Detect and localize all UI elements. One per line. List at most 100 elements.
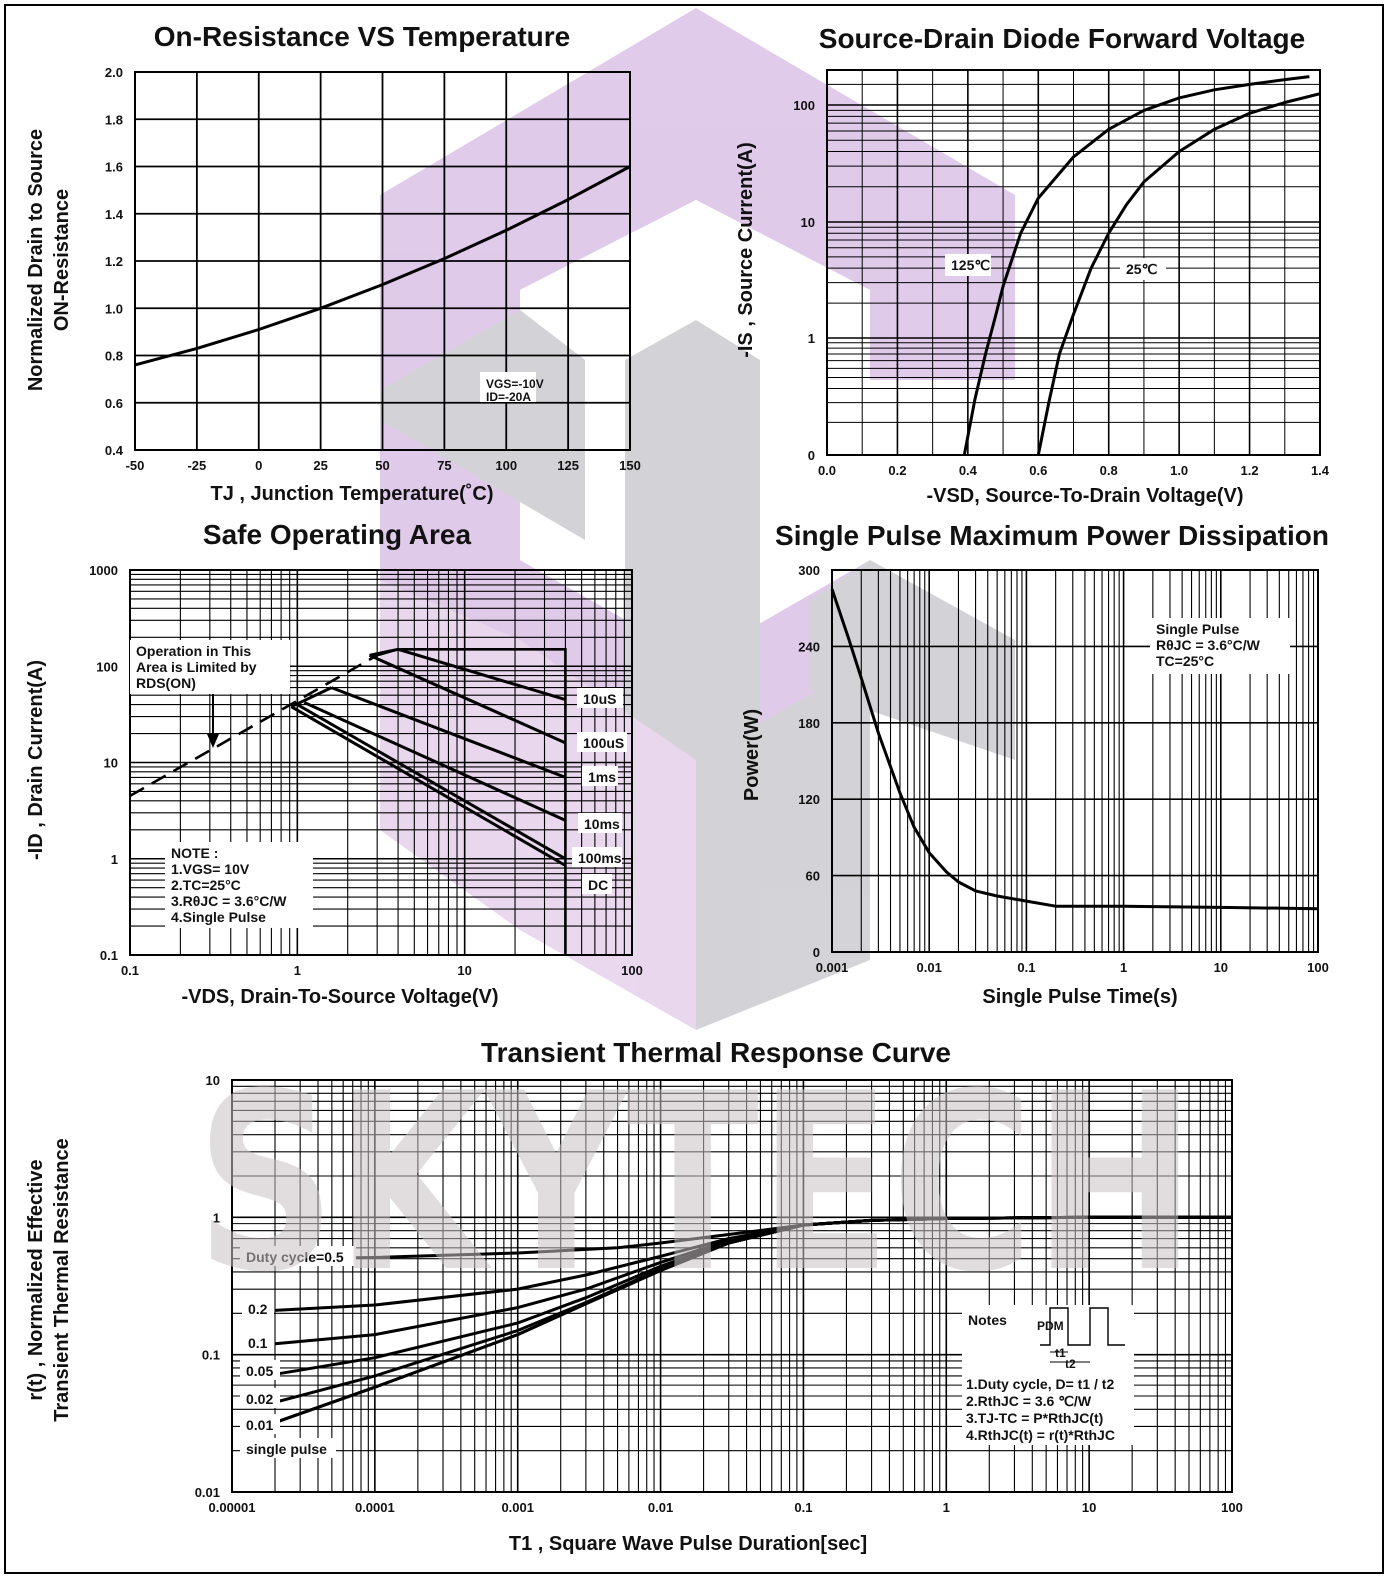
- rds-annotation-box: [130, 640, 290, 694]
- x-tick-label: 0.01: [917, 960, 942, 975]
- x-tick-label: 0.1: [794, 1500, 812, 1515]
- curve-125c: [962, 75, 1310, 455]
- y-tick-label: 1: [808, 331, 815, 346]
- soa-note-box: [165, 842, 313, 928]
- condition-label: ID=-20A: [486, 390, 531, 404]
- chart-power-dissipation: 0.001 0.01 0.1 1 10 100 0 60 120 180 240 300 Single …: [741, 520, 1329, 1008]
- y-tick-label: 120: [798, 792, 820, 807]
- power-annotation: TC=25°C: [1156, 653, 1214, 669]
- y-tick-label: 0.4: [105, 443, 124, 458]
- label-125c: 125℃: [951, 257, 990, 273]
- y-tick-label: 300: [798, 563, 820, 578]
- x-tick-label: 0.0: [818, 463, 836, 478]
- pdm-label: PDM: [1037, 1319, 1064, 1333]
- soa-note: 3.RθJC = 3.6°C/W: [171, 893, 287, 909]
- chart-transient-thermal: 0.00001 0.0001 0.001 0.01 0.1 1 10 100 0.01 0.1 1 1…: [25, 1037, 1243, 1555]
- plot-frame: [826, 69, 1321, 456]
- x-tick-label: 0.001: [816, 960, 849, 975]
- peak-connector: [369, 647, 399, 657]
- x-tick-label: 1.4: [1311, 463, 1330, 478]
- power-annotation-box: [1150, 618, 1290, 674]
- curve-25c: [1036, 92, 1320, 455]
- x-tick-label: 0.2: [888, 463, 906, 478]
- power-annotation: Single Pulse: [1156, 621, 1239, 637]
- series-label: DC: [588, 877, 608, 893]
- y-tick-label: 0.01: [195, 1485, 220, 1500]
- x-tick-label: 1.0: [1170, 463, 1188, 478]
- y-tick-label: 240: [798, 639, 820, 654]
- y-tick-label: 0: [808, 448, 815, 463]
- series-label: 10uS: [583, 691, 616, 707]
- series-label-box: [572, 847, 622, 867]
- rds-annotation: Area is Limited by: [136, 659, 257, 675]
- x-tick-label: 0.0001: [355, 1500, 395, 1515]
- y-tick-label: 1: [111, 852, 118, 867]
- y-tick-label: 0.8: [105, 349, 123, 364]
- y-tick-label: 1.0: [105, 301, 123, 316]
- chart-title: Safe Operating Area: [203, 519, 472, 550]
- y-tick-label: 10: [206, 1073, 220, 1088]
- series-label: 1ms: [588, 769, 616, 785]
- series-label-box: [582, 766, 618, 786]
- note-line: 2.RthJC = 3.6 ℃/W: [966, 1393, 1092, 1409]
- y-tick-label: 0.1: [100, 948, 118, 963]
- y-axis-label: -IS , Source Current(A): [735, 142, 757, 358]
- notes-title: Notes: [968, 1312, 1007, 1328]
- series-label: 100ms: [578, 850, 622, 866]
- grid: [826, 69, 1321, 455]
- note-line: 3.TJ-TC = P*RthJC(t): [966, 1410, 1103, 1426]
- power-annotation: RθJC = 3.6°C/W: [1156, 637, 1261, 653]
- rds-annotation: Operation in This: [136, 643, 251, 659]
- x-tick-label: 1.2: [1241, 463, 1259, 478]
- y-tick-label: 1: [213, 1210, 220, 1225]
- x-tick-label: 150: [619, 458, 641, 473]
- soa-note: NOTE :: [171, 845, 218, 861]
- x-tick-label: 50: [375, 458, 389, 473]
- plot-frame: [129, 569, 633, 956]
- series-label-box: [240, 1388, 280, 1408]
- y-tick-label: 100: [96, 659, 118, 674]
- chart-title: Transient Thermal Response Curve: [481, 1037, 951, 1068]
- t2-label: t2: [1065, 1357, 1076, 1371]
- x-tick-label: 100: [1307, 960, 1329, 975]
- x-tick-label: -25: [187, 458, 206, 473]
- x-axis-label: Single Pulse Time(s): [982, 986, 1177, 1008]
- curve-100ms: [296, 703, 567, 861]
- x-tick-label: 1: [294, 963, 301, 978]
- x-tick-label: 100: [621, 963, 643, 978]
- series-label-box: [242, 1298, 274, 1318]
- series-label-box: [577, 688, 623, 708]
- series-label: 0.05: [246, 1363, 273, 1379]
- chart-forward-voltage: 0.0 0.2 0.4 0.6 0.8 1.0 1.2 1.4 Source-Drain Dio…: [735, 23, 1330, 507]
- chart-title: Source-Drain Diode Forward Voltage: [819, 23, 1305, 54]
- t1-label: t1: [1055, 1346, 1066, 1360]
- y-tick-label: 1.4: [105, 207, 124, 222]
- x-tick-label: 0.01: [648, 1500, 673, 1515]
- pulse-waveform: [1040, 1307, 1125, 1346]
- x-tick-label: 0.1: [1017, 960, 1035, 975]
- power-curve: [830, 588, 1319, 911]
- y-tick-label: 1.2: [105, 254, 123, 269]
- x-axis-label: -VSD, Source-To-Drain Voltage(V): [926, 485, 1243, 507]
- watermark-hex-gray-left: [380, 310, 585, 540]
- x-axis-label: T1 , Square Wave Pulse Duration[sec]: [509, 1533, 867, 1555]
- x-axis-label: -VDS, Drain-To-Source Voltage(V): [181, 986, 498, 1008]
- series-label-box: [240, 1414, 280, 1434]
- curve-10ms: [303, 701, 567, 822]
- x-tick-label: -50: [126, 458, 145, 473]
- y-tick-label: 0.1: [202, 1348, 220, 1363]
- label-25c-box: [1120, 258, 1166, 280]
- y-tick-label: 0.6: [105, 396, 123, 411]
- soa-note: 4.Single Pulse: [171, 909, 266, 925]
- x-tick-label: 0: [255, 458, 262, 473]
- rds-annotation: RDS(ON): [136, 675, 196, 691]
- watermark-text: SKYTECH: [196, 1041, 1196, 1326]
- x-tick-label: 0.1: [121, 963, 139, 978]
- peak-connector: [290, 686, 333, 709]
- series-label: 0.1: [248, 1335, 268, 1351]
- y-tick-label: 1.6: [105, 160, 123, 175]
- x-tick-label: 75: [437, 458, 451, 473]
